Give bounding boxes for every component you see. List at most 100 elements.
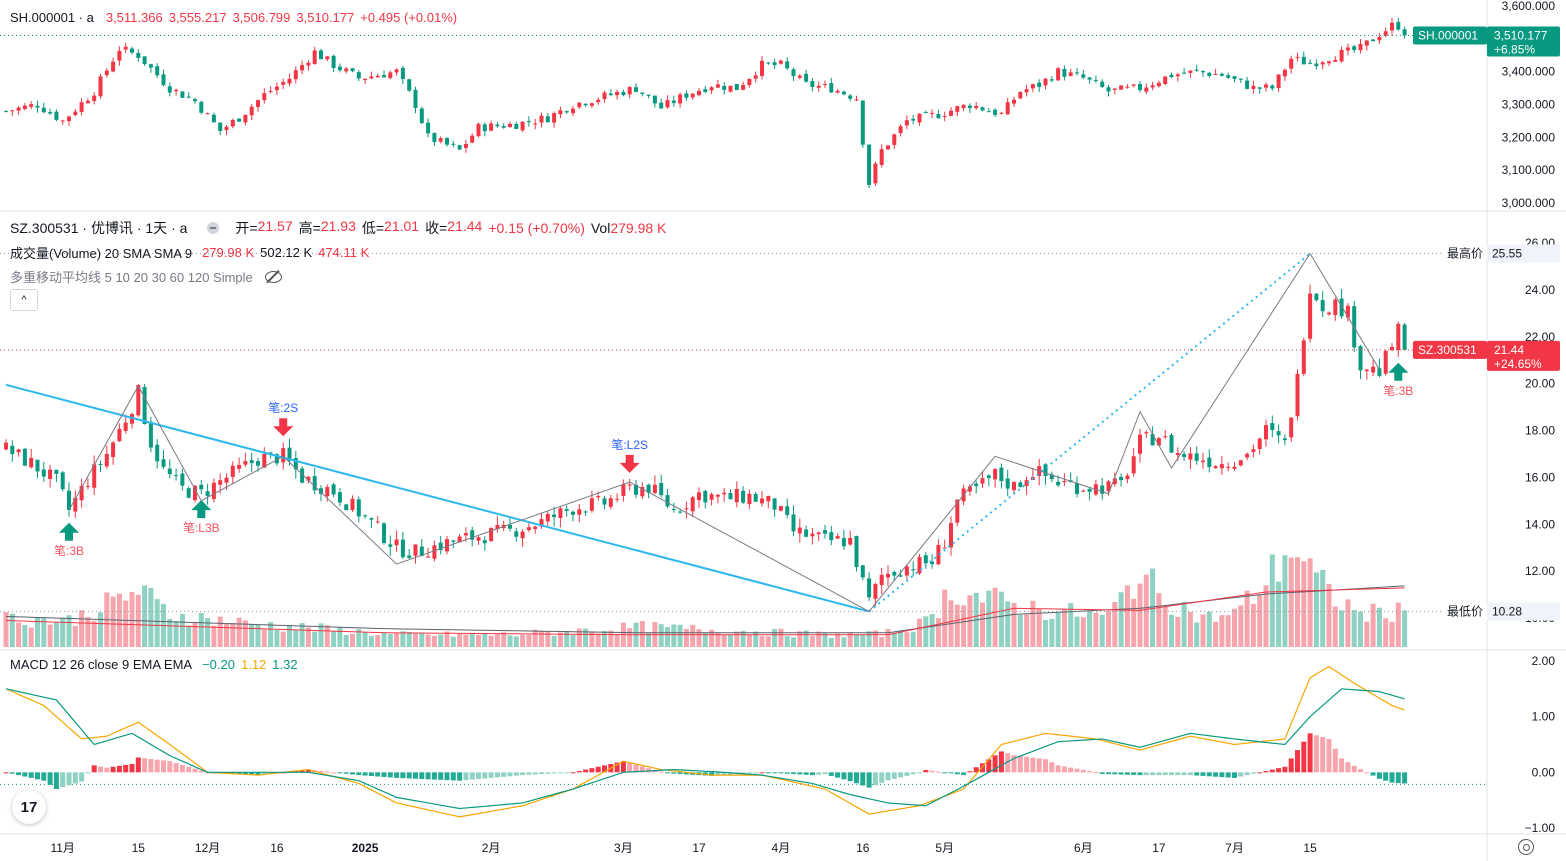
buy-arrow-icon xyxy=(1388,362,1409,381)
macd-histogram-bar xyxy=(791,772,796,775)
stock-candle xyxy=(1144,432,1149,434)
stock-candle xyxy=(1232,466,1237,469)
macd-histogram-bar xyxy=(526,772,532,775)
settings-icon[interactable] xyxy=(1518,839,1534,855)
macd-histogram-bar xyxy=(1087,770,1093,773)
macd-histogram-bar xyxy=(589,768,595,773)
index-candle xyxy=(715,84,720,88)
index-candle xyxy=(382,75,386,78)
macd-histogram-bar xyxy=(53,772,59,790)
volume-bar xyxy=(1093,612,1099,647)
stock-candle xyxy=(22,448,27,466)
macd-histogram-bar xyxy=(1288,758,1294,773)
stock-candle xyxy=(41,469,46,477)
index-candle xyxy=(854,99,859,101)
stock-y-tick: 16.00 xyxy=(1525,470,1555,484)
index-candle xyxy=(608,93,613,95)
volume-bar xyxy=(658,624,664,647)
macd-y-tick: 2.00 xyxy=(1532,654,1556,668)
macd-histogram-bar xyxy=(904,772,910,776)
stock-candle xyxy=(753,494,758,502)
stock-candle xyxy=(230,465,235,477)
macd-histogram-bar xyxy=(1099,772,1105,774)
stock-candle xyxy=(67,490,71,510)
stock-candle xyxy=(1138,434,1142,454)
eye-off-icon[interactable] xyxy=(264,270,282,283)
macd-histogram-bar xyxy=(230,772,236,774)
volume-bar xyxy=(186,625,192,647)
macd-histogram-bar xyxy=(1389,772,1395,783)
macd-histogram-bar xyxy=(1112,772,1118,775)
stock-candle xyxy=(1156,438,1161,446)
stock-candle xyxy=(640,487,645,497)
volume-bar xyxy=(299,623,305,647)
tradingview-logo-icon[interactable]: 17 xyxy=(12,790,46,824)
stock-candle xyxy=(476,537,481,541)
volume-bar xyxy=(482,633,488,647)
volume-bar xyxy=(1118,592,1124,647)
buy-signal-label: 笔:3B xyxy=(1383,383,1413,398)
volume-legend-name[interactable]: 成交量(Volume) 20 SMA SMA 9 xyxy=(10,246,193,261)
stock-candle xyxy=(199,484,204,490)
volume-bar xyxy=(602,631,607,647)
index-candle xyxy=(48,112,53,114)
index-candle xyxy=(400,67,405,79)
macd-histogram-bar xyxy=(847,772,853,782)
macd-histogram-bar xyxy=(879,772,885,783)
macd-histogram-bar xyxy=(778,772,784,774)
macd-histogram-bar xyxy=(917,772,922,774)
index-candle xyxy=(35,105,40,108)
index-candle xyxy=(1327,61,1331,64)
macd-histogram-bar xyxy=(866,772,872,788)
volume-bar xyxy=(331,630,337,647)
more-icon[interactable] xyxy=(207,222,220,234)
macd-histogram-bar xyxy=(545,772,551,774)
vol-value: 279.98 K xyxy=(610,220,667,236)
volume-bar xyxy=(1301,561,1307,647)
index-candle xyxy=(1358,44,1363,51)
macd-pane: 2.00 1.00 0.00 −1.00 xyxy=(0,654,1555,835)
macd-histogram-bar xyxy=(450,772,456,781)
macd-histogram-bar xyxy=(1232,772,1237,778)
macd-histogram-bar xyxy=(16,772,22,776)
stock-price-pct: +24.65% xyxy=(1494,357,1542,371)
index-candle xyxy=(747,78,752,86)
volume-bar xyxy=(198,613,204,647)
index-candle xyxy=(16,107,21,111)
index-candle xyxy=(911,118,916,121)
volume-bar xyxy=(564,630,570,647)
macd-legend-name[interactable]: MACD 12 26 close 9 EMA EMA xyxy=(10,657,193,672)
stock-candle xyxy=(955,499,960,523)
macd-histogram-bar xyxy=(923,769,929,773)
index-symbol[interactable]: SH.000001 · a xyxy=(10,10,94,25)
stock-symbol[interactable]: SZ.300531 · 优博讯 · 1天 · a xyxy=(10,220,188,236)
macd-histogram-bar xyxy=(797,772,803,775)
low-tag: 最低价 xyxy=(1447,604,1483,618)
stock-candle xyxy=(1371,366,1376,373)
volume-bar xyxy=(66,615,72,647)
macd-histogram-bar xyxy=(715,772,721,776)
stock-candle xyxy=(1194,453,1199,461)
index-candle xyxy=(923,112,928,114)
stock-candle xyxy=(268,452,273,454)
index-candle xyxy=(67,116,71,122)
volume-bar xyxy=(242,620,248,647)
ma-legend-name[interactable]: 多重移动平均线 5 10 20 30 60 120 Simple xyxy=(10,270,253,285)
volume-bar xyxy=(154,599,160,647)
stock-legend: SZ.300531 · 优博讯 · 1天 · a 开= 21.57 高= 21.93… xyxy=(10,218,666,238)
volume-bar xyxy=(702,633,708,647)
index-candle xyxy=(1396,21,1401,30)
buy-signal-label: 笔:3B xyxy=(54,543,84,558)
stock-candle xyxy=(564,509,569,511)
collapse-legend-button[interactable]: ^ xyxy=(10,289,38,311)
index-candle xyxy=(388,72,393,79)
stock-candle xyxy=(161,459,166,467)
volume-bar xyxy=(740,630,746,647)
macd-histogram-bar xyxy=(551,772,557,774)
stock-candle xyxy=(1087,488,1092,492)
stock-candle xyxy=(1270,423,1275,430)
index-candle xyxy=(955,106,960,112)
macd-histogram-bar xyxy=(709,772,715,776)
stock-y-tick: 18.00 xyxy=(1525,424,1555,438)
